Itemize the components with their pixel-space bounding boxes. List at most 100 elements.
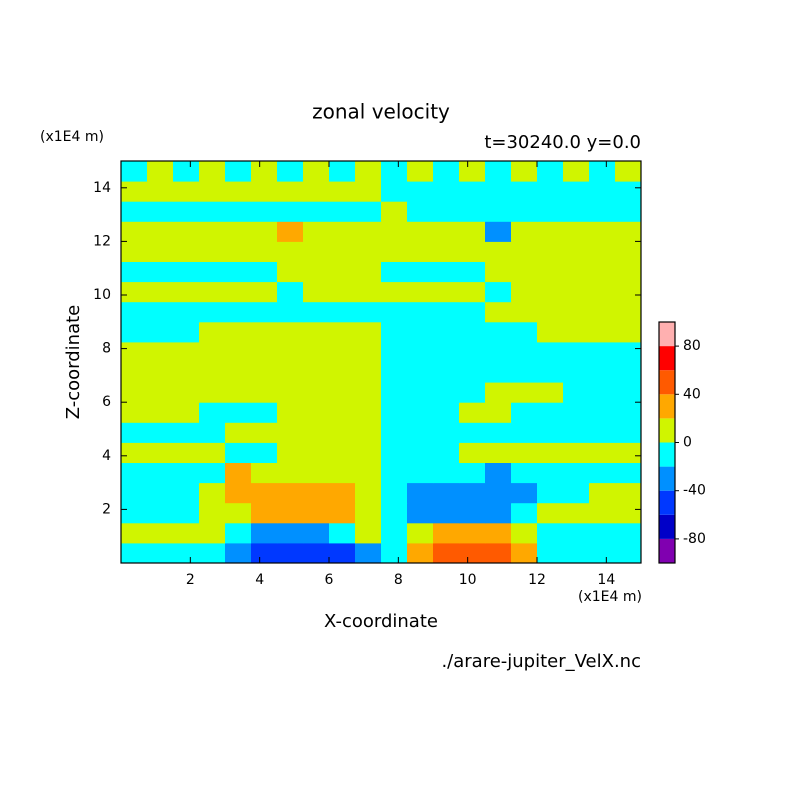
contour-cell bbox=[485, 522, 512, 544]
y-tick-label: 2 bbox=[102, 501, 111, 517]
contour-cell bbox=[147, 321, 174, 343]
contour-cell bbox=[199, 502, 226, 524]
contour-cell bbox=[433, 422, 460, 443]
contour-cell bbox=[485, 261, 512, 283]
contour-cell bbox=[251, 422, 278, 443]
contour-cell bbox=[381, 482, 408, 504]
contour-cell bbox=[381, 382, 408, 403]
contour-cell bbox=[303, 442, 330, 463]
colorbar-tick-label: 0 bbox=[683, 435, 692, 451]
contour-cell bbox=[173, 502, 200, 524]
contour-cell bbox=[329, 201, 356, 222]
contour-cell bbox=[433, 261, 460, 283]
contour-cell bbox=[407, 281, 434, 303]
contour-cell bbox=[147, 261, 174, 283]
y-axis-label: Z-coordinate bbox=[63, 305, 84, 420]
contour-cell bbox=[459, 442, 486, 463]
contour-cell bbox=[381, 301, 408, 323]
contour-cell bbox=[563, 462, 590, 484]
contour-cell bbox=[511, 261, 538, 283]
contour-cell bbox=[433, 362, 460, 383]
contour-cell bbox=[459, 281, 486, 303]
contour-cell bbox=[563, 281, 590, 303]
contour-cell bbox=[381, 442, 408, 463]
contour-cell bbox=[225, 362, 252, 383]
contour-cell bbox=[173, 181, 200, 202]
contour-cell bbox=[563, 241, 590, 262]
contour-cell bbox=[355, 482, 382, 504]
contour-cell bbox=[537, 221, 564, 242]
contour-cell bbox=[537, 161, 564, 182]
contour-cell bbox=[589, 341, 616, 363]
contour-cell bbox=[303, 281, 330, 303]
contour-cell bbox=[355, 201, 382, 222]
contour-cell bbox=[563, 402, 590, 423]
contour-cell bbox=[121, 301, 148, 323]
contour-cell bbox=[147, 241, 174, 262]
contour-cell bbox=[199, 382, 226, 403]
contour-cell bbox=[355, 362, 382, 383]
colorbar-segment bbox=[659, 490, 675, 515]
contour-cell bbox=[173, 402, 200, 423]
contour-cell bbox=[277, 281, 304, 303]
contour-cell bbox=[121, 482, 148, 504]
footer: ./arare-jupiter_VelX.nc bbox=[441, 651, 641, 672]
contour-cell bbox=[407, 542, 434, 564]
contour-cell bbox=[407, 362, 434, 383]
contour-cell bbox=[589, 321, 616, 343]
contour-cell bbox=[355, 241, 382, 262]
contour-cell bbox=[537, 181, 564, 202]
contour-cell bbox=[147, 542, 174, 564]
contour-cell bbox=[589, 482, 616, 504]
contour-cell bbox=[199, 442, 226, 463]
y-tick-label: 10 bbox=[93, 287, 111, 303]
contour-cell bbox=[433, 241, 460, 262]
contour-cell bbox=[407, 341, 434, 363]
contour-cell bbox=[433, 321, 460, 343]
contour-cell bbox=[147, 301, 174, 323]
contour-cell bbox=[407, 522, 434, 544]
colorbar-segment bbox=[659, 538, 675, 563]
x-tick-label: 12 bbox=[528, 572, 546, 588]
contour-cell bbox=[407, 382, 434, 403]
contour-cell bbox=[199, 341, 226, 363]
colorbar-segment bbox=[659, 394, 675, 419]
contour-cell bbox=[303, 301, 330, 323]
contour-cell bbox=[303, 261, 330, 283]
contour-cell bbox=[277, 321, 304, 343]
contour-cell bbox=[251, 382, 278, 403]
contour-field bbox=[121, 161, 642, 564]
contour-cell bbox=[511, 462, 538, 484]
contour-cell bbox=[329, 502, 356, 524]
contour-cell bbox=[615, 362, 642, 383]
contour-cell bbox=[485, 301, 512, 323]
contour-cell bbox=[225, 442, 252, 463]
contour-cell bbox=[511, 301, 538, 323]
contour-cell bbox=[251, 522, 278, 544]
contour-cell bbox=[225, 482, 252, 504]
contour-cell bbox=[329, 261, 356, 283]
contour-cell bbox=[147, 221, 174, 242]
contour-cell bbox=[433, 522, 460, 544]
contour-cell bbox=[433, 482, 460, 504]
contour-cell bbox=[251, 241, 278, 262]
contour-cell bbox=[459, 462, 486, 484]
contour-cell bbox=[121, 462, 148, 484]
contour-cell bbox=[485, 462, 512, 484]
contour-cell bbox=[121, 161, 148, 182]
contour-cell bbox=[277, 402, 304, 423]
contour-cell bbox=[537, 301, 564, 323]
contour-cell bbox=[511, 422, 538, 443]
contour-cell bbox=[121, 542, 148, 564]
contour-cell bbox=[485, 321, 512, 343]
contour-cell bbox=[407, 321, 434, 343]
contour-cell bbox=[537, 362, 564, 383]
contour-cell bbox=[407, 301, 434, 323]
contour-cell bbox=[303, 402, 330, 423]
contour-cell bbox=[121, 362, 148, 383]
contour-cell bbox=[537, 482, 564, 504]
contour-cell bbox=[303, 462, 330, 484]
contour-cell bbox=[589, 382, 616, 403]
contour-cell bbox=[225, 502, 252, 524]
contour-cell bbox=[173, 341, 200, 363]
